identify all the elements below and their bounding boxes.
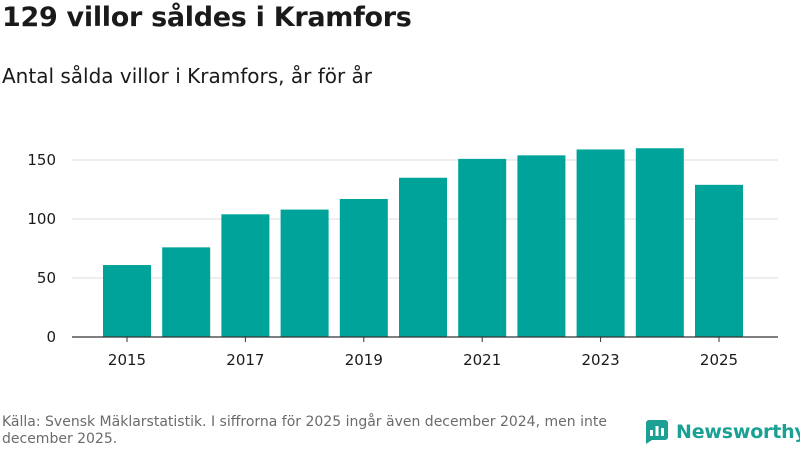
y-tick-label-100: 100 (27, 210, 56, 228)
bar-2016 (162, 247, 211, 337)
bar-2025 (695, 184, 743, 337)
chart-subtitle: Antal sålda villor i Kramfors, år för år (2, 64, 373, 88)
bar-2024 (635, 148, 684, 337)
brand-name: Newsworthy (676, 421, 800, 443)
bar-2022 (517, 155, 566, 337)
bar-2015 (103, 265, 151, 337)
x-tick-label-2025: 2025 (700, 351, 738, 369)
y-tick-label-50: 50 (37, 269, 56, 287)
x-tick-label-2015: 2015 (108, 351, 146, 369)
source-note: Källa: Svensk Mäklarstatistik. I siffror… (2, 414, 607, 447)
bar-2021 (458, 158, 507, 337)
axes: 0 50 100 150 2015 2017 2019 2021 2023 2025 (27, 151, 778, 369)
x-tick-label-2023: 2023 (582, 351, 620, 369)
bar-2020 (399, 177, 447, 337)
chart-title: 129 villor såldes i Kramfors (2, 2, 412, 33)
x-tick-label-2017: 2017 (226, 351, 264, 369)
bar-2023 (576, 149, 625, 337)
newsworthy-logo[interactable]: Newsworthy (644, 419, 800, 445)
bar-chart: 0 50 100 150 2015 2017 2019 2021 2023 2025 (27, 148, 778, 369)
bar-2017 (221, 214, 270, 337)
y-tick-label-0: 0 (46, 328, 56, 346)
x-tick-label-2019: 2019 (345, 351, 383, 369)
y-tick-label-150: 150 (27, 151, 56, 169)
bars (103, 148, 743, 337)
newsworthy-logo-icon (646, 420, 668, 444)
bar-2018 (280, 209, 329, 337)
x-tick-label-2021: 2021 (463, 351, 501, 369)
bar-2019 (339, 198, 388, 337)
